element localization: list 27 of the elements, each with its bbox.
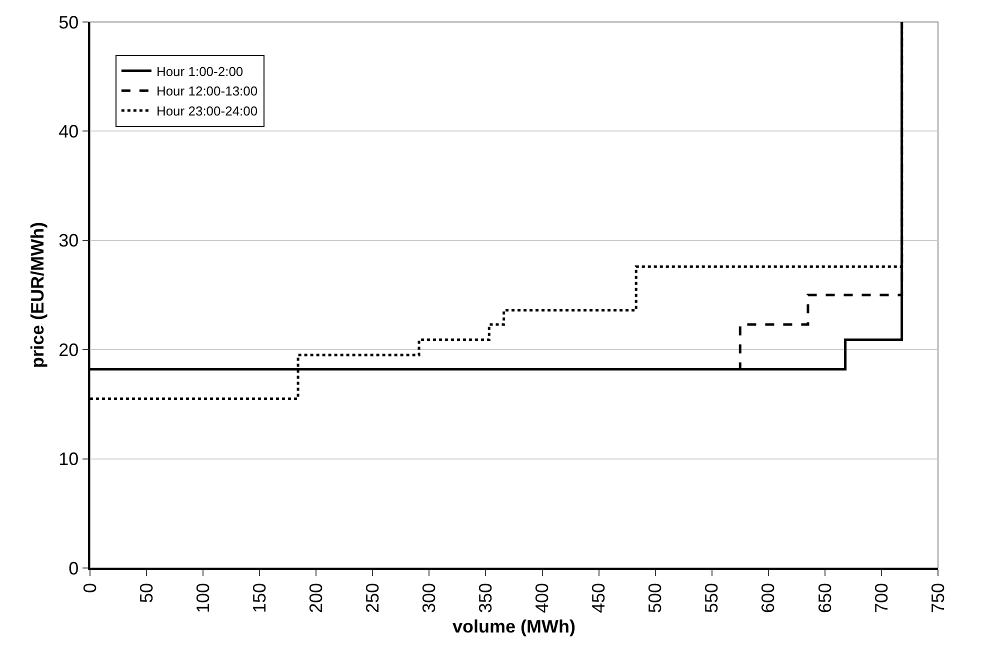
x-tick-label: 350 (476, 582, 496, 613)
x-axis-title: volume (MWh) (452, 616, 576, 637)
x-tick-label: 0 (80, 582, 100, 593)
x-tick-label: 400 (532, 582, 552, 613)
x-tick-label: 200 (306, 582, 326, 613)
x-tick-label: 150 (249, 582, 270, 613)
x-tick-label: 50 (136, 582, 156, 603)
legend-label: Hour 23:00-24:00 (156, 104, 258, 119)
x-tick-label: 250 (362, 582, 383, 613)
y-tick-label: 30 (58, 230, 79, 251)
y-tick-label: 50 (58, 12, 79, 32)
legend-label: Hour 12:00-13:00 (156, 84, 258, 99)
x-tick-label: 700 (871, 582, 892, 613)
x-tick-label: 750 (928, 582, 948, 613)
y-tick-label: 0 (68, 558, 79, 578)
y-tick-label: 20 (58, 340, 79, 360)
x-tick-label: 550 (702, 582, 722, 613)
y-axis-title: price (EUR/MWh) (27, 222, 48, 368)
x-tick-label: 450 (588, 582, 609, 613)
legend-label: Hour 1:00-2:00 (156, 64, 244, 79)
x-tick-label: 500 (645, 582, 666, 613)
y-tick-label: 40 (58, 122, 79, 142)
x-tick-label: 650 (814, 582, 835, 613)
x-tick-label: 300 (419, 582, 440, 613)
x-tick-label: 600 (758, 582, 778, 613)
x-tick-label: 100 (192, 582, 213, 613)
y-tick-label: 10 (58, 449, 79, 470)
